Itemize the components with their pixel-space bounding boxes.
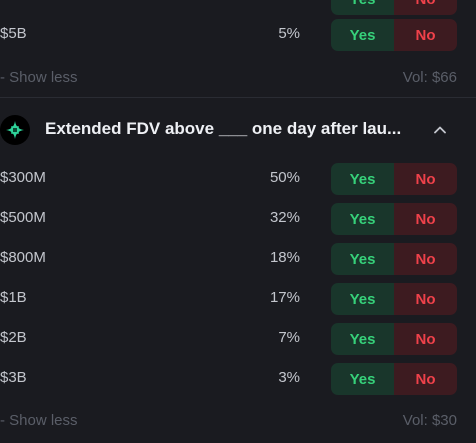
yes-no-buttons: Yes No	[331, 163, 457, 195]
outcome-row: $3B 3% Yes No	[0, 363, 476, 395]
no-button[interactable]: No	[394, 163, 457, 195]
outcome-row: $2B 7% Yes No	[0, 323, 476, 355]
yes-button[interactable]: Yes	[331, 323, 394, 355]
outcome-row: $800M 18% Yes No	[0, 243, 476, 275]
yes-no-buttons: Yes No	[331, 0, 457, 15]
outcome-label: $300M	[0, 169, 46, 186]
volume-label: Vol: $66	[402, 69, 457, 86]
outcome-row: $300M 50% Yes No	[0, 163, 476, 195]
outcome-label: $500M	[0, 209, 46, 226]
yes-button[interactable]: Yes	[331, 0, 394, 15]
outcome-label: $5B	[0, 25, 27, 42]
outcome-label: $800M	[0, 249, 46, 266]
outcome-label: $1B	[0, 289, 27, 306]
market-header[interactable]: Extended FDV above ___ one day after lau…	[0, 112, 476, 148]
yes-no-buttons: Yes No	[331, 19, 457, 51]
outcome-probability: 7%	[278, 329, 300, 346]
volume-label: Vol: $30	[402, 412, 457, 429]
outcome-label: $3B	[0, 369, 27, 386]
market-title: Extended FDV above ___ one day after lau…	[45, 119, 402, 138]
outcome-probability: 32%	[269, 209, 300, 226]
outcome-row: $500M 32% Yes No	[0, 203, 476, 235]
yes-button[interactable]: Yes	[331, 283, 394, 315]
outcome-probability: 3%	[278, 369, 300, 386]
outcome-probability: 5%	[278, 25, 300, 42]
show-less-link[interactable]: - Show less	[0, 69, 78, 86]
yes-no-buttons: Yes No	[331, 203, 457, 235]
no-button[interactable]: No	[394, 363, 457, 395]
yes-no-buttons: Yes No	[331, 283, 457, 315]
outcome-probability: 50%	[269, 169, 300, 186]
divider	[0, 97, 476, 98]
outcome-row: $5B 5% Yes No	[0, 19, 476, 51]
no-button[interactable]: No	[394, 283, 457, 315]
no-button[interactable]: No	[394, 19, 457, 51]
no-button[interactable]: No	[394, 243, 457, 275]
yes-button[interactable]: Yes	[331, 203, 394, 235]
outcome-probability: 18%	[269, 249, 300, 266]
chevron-up-icon[interactable]	[432, 122, 448, 138]
yes-button[interactable]: Yes	[331, 363, 394, 395]
market-footer: - Show less Vol: $30	[0, 412, 476, 432]
yes-button[interactable]: Yes	[331, 243, 394, 275]
yes-button[interactable]: Yes	[331, 163, 394, 195]
show-less-link[interactable]: - Show less	[0, 412, 78, 429]
market-footer: - Show less Vol: $66	[0, 69, 476, 89]
no-button[interactable]: No	[394, 0, 457, 15]
outcome-probability: 17%	[269, 289, 300, 306]
outcome-row: Yes No	[0, 0, 476, 15]
green-star-logo-icon	[0, 115, 30, 145]
yes-no-buttons: Yes No	[331, 323, 457, 355]
no-button[interactable]: No	[394, 323, 457, 355]
outcome-row: $1B 17% Yes No	[0, 283, 476, 315]
yes-no-buttons: Yes No	[331, 243, 457, 275]
outcome-label: $2B	[0, 329, 27, 346]
yes-button[interactable]: Yes	[331, 19, 394, 51]
yes-no-buttons: Yes No	[331, 363, 457, 395]
no-button[interactable]: No	[394, 203, 457, 235]
